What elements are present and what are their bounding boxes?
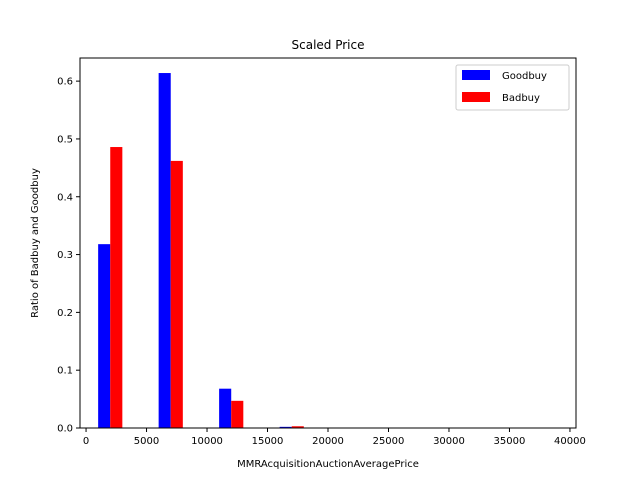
y-tick-label: 0.4	[57, 192, 73, 203]
y-axis: 0.0 0.1 0.2 0.3 0.4 0.5 0.6	[57, 77, 80, 435]
x-axis-title: MMRAcquisitionAuctionAveragePrice	[237, 459, 419, 470]
x-tick-label: 0	[83, 436, 89, 447]
y-tick-label: 0.5	[57, 134, 73, 145]
y-tick-label: 0.1	[57, 366, 73, 377]
plot-frame	[79, 57, 577, 429]
bar-badbuy-2	[231, 400, 244, 428]
chart-title: Scaled Price	[292, 38, 365, 52]
bar-badbuy-1	[170, 160, 183, 428]
x-tick-label: 40000	[554, 436, 586, 447]
x-tick-label: 10000	[191, 436, 223, 447]
x-tick-label: 20000	[312, 436, 344, 447]
bar-badbuy-3	[291, 426, 304, 428]
bar-goodbuy-0	[98, 244, 111, 428]
x-tick-label: 25000	[373, 436, 405, 447]
x-tick-label: 15000	[252, 436, 284, 447]
y-tick-label: 0.0	[57, 424, 73, 435]
x-tick-label: 5000	[134, 436, 159, 447]
legend-swatch-goodbuy	[462, 70, 490, 80]
y-tick-label: 0.2	[57, 308, 73, 319]
bars-group	[98, 73, 304, 428]
y-tick-label: 0.6	[57, 77, 73, 88]
y-axis-title: Ratio of Badbuy and Goodbuy	[30, 168, 41, 318]
bar-goodbuy-1	[158, 73, 171, 428]
x-tick-label: 30000	[433, 436, 465, 447]
legend-swatch-badbuy	[462, 92, 490, 102]
y-tick-label: 0.3	[57, 250, 73, 261]
x-axis: 0 5000 10000 15000 20000 25000 30000 35000 40000	[83, 428, 586, 447]
x-tick-label: 35000	[494, 436, 526, 447]
bar-goodbuy-3	[279, 426, 292, 428]
legend: Goodbuy Badbuy	[455, 64, 570, 111]
legend-label-badbuy: Badbuy	[502, 93, 540, 104]
bar-badbuy-0	[110, 147, 123, 428]
legend-label-goodbuy: Goodbuy	[502, 71, 547, 82]
bar-goodbuy-2	[219, 388, 232, 428]
